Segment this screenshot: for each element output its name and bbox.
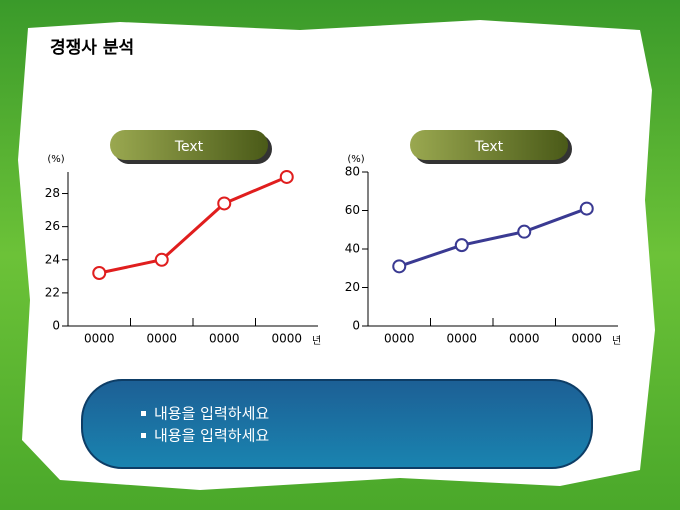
y-tick-label: 40 [345,242,360,256]
y-tick-label: 0 [52,319,60,333]
header-text: Text [474,139,504,155]
x-tick-label: 0000 [271,332,302,346]
x-unit: 년 [612,335,621,347]
y-tick-label: 26 [45,219,60,233]
x-unit: 년 [312,335,321,347]
point [454,238,469,253]
y-tick-label: 28 [45,186,60,200]
y-axis-label: (%) [47,154,64,165]
point [392,259,407,274]
point [579,201,594,216]
x-tick-label: 0000 [84,332,115,346]
x-tick-label: 0000 [209,332,240,346]
y-tick-label: 0 [352,319,360,333]
header-pill [110,130,268,160]
y-tick-label: 80 [345,165,360,179]
x-tick-label: 0000 [509,332,540,346]
x-tick-label: 0000 [384,332,415,346]
point [217,196,232,211]
y-tick-label: 22 [45,285,60,299]
y-axis-label: (%) [347,154,364,165]
bullet-marker [141,411,146,416]
x-tick-label: 0000 [571,332,602,346]
line [398,207,588,268]
point [154,252,169,267]
header-text: Text [174,139,204,155]
bullet-marker [141,433,146,438]
point [517,224,532,239]
y-tick-label: 60 [345,203,360,217]
x-tick-label: 0000 [446,332,477,346]
header-pill [410,130,568,160]
point [92,266,107,281]
x-tick-label: 0000 [146,332,177,346]
y-tick-label: 24 [45,252,60,266]
line [98,175,288,275]
point [279,169,294,184]
text-box [81,379,593,469]
bullet-text: 내용을 입력하세요 [154,427,269,445]
bullet-text: 내용을 입력하세요 [154,405,269,423]
y-tick-label: 20 [345,280,360,294]
slide-title: 경쟁사 분석 [50,38,134,58]
